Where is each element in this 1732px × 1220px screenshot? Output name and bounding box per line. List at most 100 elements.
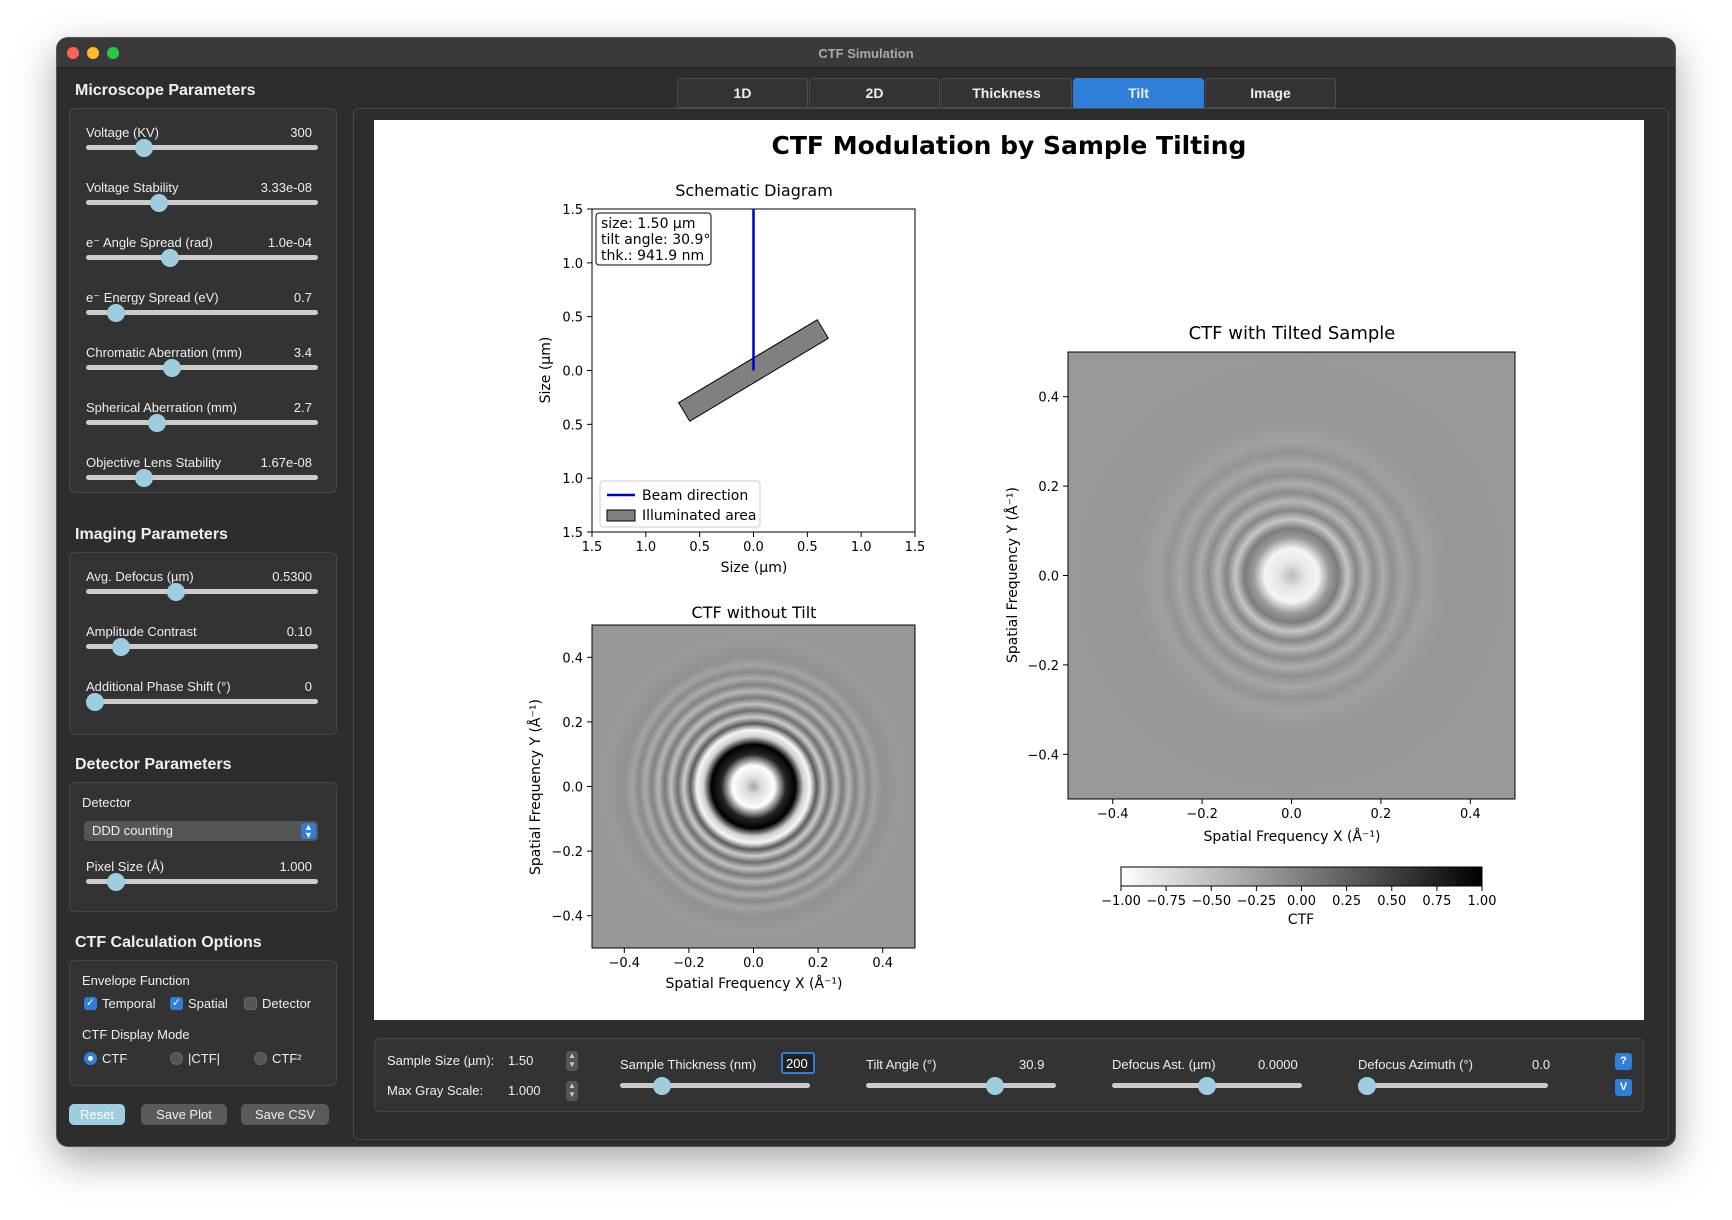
detector-select-value: DDD counting	[92, 823, 173, 838]
sample-size-spinbox[interactable]: 1.50 ▲ ▼	[508, 1051, 578, 1071]
microscope-slider-thumb[interactable]	[148, 414, 167, 432]
minimize-window-button[interactable]	[87, 47, 99, 59]
microscope-slider-thumb[interactable]	[163, 359, 182, 377]
defocus-ast-thumb[interactable]	[1198, 1077, 1216, 1095]
reset-button[interactable]: Reset	[69, 1104, 125, 1125]
x-tick-label: 0.2	[1371, 807, 1392, 822]
thickness-input[interactable]: 200	[781, 1052, 815, 1074]
defocus-az-track[interactable]	[1358, 1083, 1548, 1088]
mode-ctf-radio[interactable]	[84, 1052, 97, 1065]
defocus-ast-label: Defocus Ast. (µm)	[1112, 1057, 1216, 1072]
imaging-slider-thumb[interactable]	[167, 583, 186, 601]
max-gray-label: Max Gray Scale:	[387, 1083, 484, 1098]
microscope-slider-track[interactable]	[86, 145, 318, 150]
help-button[interactable]: ?	[1615, 1053, 1632, 1070]
thickness-thumb[interactable]	[652, 1077, 671, 1095]
pixel-size-slider-row: Pixel Size (Å) 1.000	[86, 859, 318, 909]
microscope-slider-track[interactable]	[86, 420, 318, 425]
y-tick-label: 0.4	[1038, 391, 1059, 406]
microscope-slider-track[interactable]	[86, 200, 318, 205]
microscope-slider-track[interactable]	[86, 310, 318, 315]
microscope-slider-value: 3.4	[293, 345, 312, 360]
microscope-slider-label: Objective Lens Stability	[86, 455, 222, 470]
detector-group: Detector DDD counting ▲ ▼ Pixel Size (Å) …	[69, 782, 337, 912]
temporal-checkbox[interactable]: ✓	[84, 997, 97, 1010]
imaging-slider-thumb[interactable]	[86, 693, 104, 711]
imaging-slider-label: Avg. Defocus (µm)	[86, 569, 194, 584]
colorbar-tick-label: −1.00	[1101, 894, 1141, 909]
tab-2d[interactable]: 2D	[809, 78, 940, 108]
thickness-label: Sample Thickness (nm)	[620, 1057, 757, 1072]
detector-checkbox[interactable]	[244, 997, 257, 1010]
y-tick-label: 0.5	[562, 311, 583, 326]
y-tick-label: 0.2	[1038, 480, 1059, 495]
microscope-slider-thumb[interactable]	[135, 139, 154, 157]
ctf1-xlabel: Spatial Frequency X (Å⁻¹)	[1204, 828, 1381, 845]
y-tick-label: −0.4	[1027, 748, 1059, 763]
x-tick-label: 0.4	[872, 956, 893, 971]
pixel-size-track[interactable]	[86, 879, 318, 884]
defocus-az-thumb[interactable]	[1358, 1077, 1376, 1095]
detector-option-label: Detector	[262, 996, 312, 1011]
x-tick-label: −0.2	[1186, 807, 1218, 822]
microscope-group: Voltage (KV) 300 Voltage Stability 3.33e-08…	[69, 108, 337, 493]
schematic-title: Schematic Diagram	[675, 181, 833, 200]
spin-arrows-icon[interactable]: ▲ ▼	[566, 1051, 578, 1071]
microscope-slider-row: Chromatic Aberration (mm) 3.4	[86, 345, 318, 395]
sample-size-label: Sample Size (µm):	[387, 1053, 495, 1068]
colorbar-tick-label: 0.75	[1422, 894, 1451, 909]
y-tick-label: 0.0	[1038, 570, 1059, 585]
thickness-track[interactable]	[620, 1083, 810, 1088]
tab-tilt[interactable]: Tilt	[1073, 78, 1204, 108]
max-gray-spinbox[interactable]: 1.000 ▲ ▼	[508, 1081, 578, 1101]
info-thk: thk.: 941.9 nm	[601, 248, 704, 264]
y-tick-label: 0.0	[562, 781, 583, 796]
y-tick-label: 1.5	[562, 203, 583, 218]
microscope-slider-thumb[interactable]	[160, 249, 179, 267]
title-bar: CTF Simulation	[57, 38, 1675, 68]
microscope-slider-thumb[interactable]	[135, 469, 154, 487]
imaging-slider-track[interactable]	[86, 699, 318, 704]
detector-select[interactable]: DDD counting ▲ ▼	[84, 821, 318, 841]
microscope-slider-thumb[interactable]	[150, 194, 169, 212]
tab-thickness[interactable]: Thickness	[941, 78, 1072, 108]
imaging-slider-thumb[interactable]	[111, 638, 130, 656]
zoom-window-button[interactable]	[107, 47, 119, 59]
imaging-slider-label: Additional Phase Shift (°)	[86, 679, 231, 694]
tilt-value: 30.9	[1019, 1057, 1045, 1072]
imaging-slider-track[interactable]	[86, 644, 318, 649]
mode-abs-radio[interactable]	[170, 1052, 183, 1065]
schematic-y-ticks: 1.5 1.0 0.5 0.0 0.5 1.0 1.5	[562, 203, 592, 541]
close-window-button[interactable]	[67, 47, 79, 59]
legend-area-label: Illuminated area	[642, 508, 756, 524]
spin-arrows-icon[interactable]: ▲ ▼	[566, 1081, 578, 1101]
tab-image[interactable]: Image	[1205, 78, 1336, 108]
microscope-slider-track[interactable]	[86, 475, 318, 480]
x-tick-label: 0.0	[1281, 807, 1302, 822]
microscope-slider-value: 0.7	[293, 290, 312, 305]
microscope-slider-thumb[interactable]	[107, 304, 126, 322]
v-button[interactable]: V	[1615, 1079, 1632, 1096]
microscope-slider-label: e⁻ Angle Spread (rad)	[86, 235, 213, 250]
tab-1d[interactable]: 1D	[677, 78, 808, 108]
defocus-az-label: Defocus Azimuth (°)	[1358, 1057, 1474, 1072]
colorbar-tick-label: 0.00	[1287, 894, 1316, 909]
info-tilt: tilt angle: 30.9°	[601, 232, 710, 248]
tilt-thumb[interactable]	[986, 1077, 1005, 1095]
microscope-slider-label: Voltage Stability	[86, 180, 179, 195]
spatial-checkbox[interactable]: ✓	[170, 997, 183, 1010]
pixel-size-thumb[interactable]	[107, 873, 126, 891]
x-tick-label: 0.5	[689, 540, 710, 555]
microscope-slider-track[interactable]	[86, 255, 318, 260]
microscope-slider-track[interactable]	[86, 365, 318, 370]
max-gray-value: 1.000	[508, 1083, 541, 1098]
y-tick-label: 0.4	[562, 651, 583, 666]
imaging-slider-track[interactable]	[86, 589, 318, 594]
save-plot-button[interactable]: Save Plot	[141, 1104, 227, 1125]
mode-sq-radio[interactable]	[254, 1052, 267, 1065]
x-tick-label: 0.5	[797, 540, 818, 555]
save-csv-button[interactable]: Save CSV	[241, 1104, 329, 1125]
legend-area-swatch	[606, 509, 636, 522]
x-tick-label: 0.2	[808, 956, 829, 971]
tilt-track[interactable]	[866, 1083, 1056, 1088]
